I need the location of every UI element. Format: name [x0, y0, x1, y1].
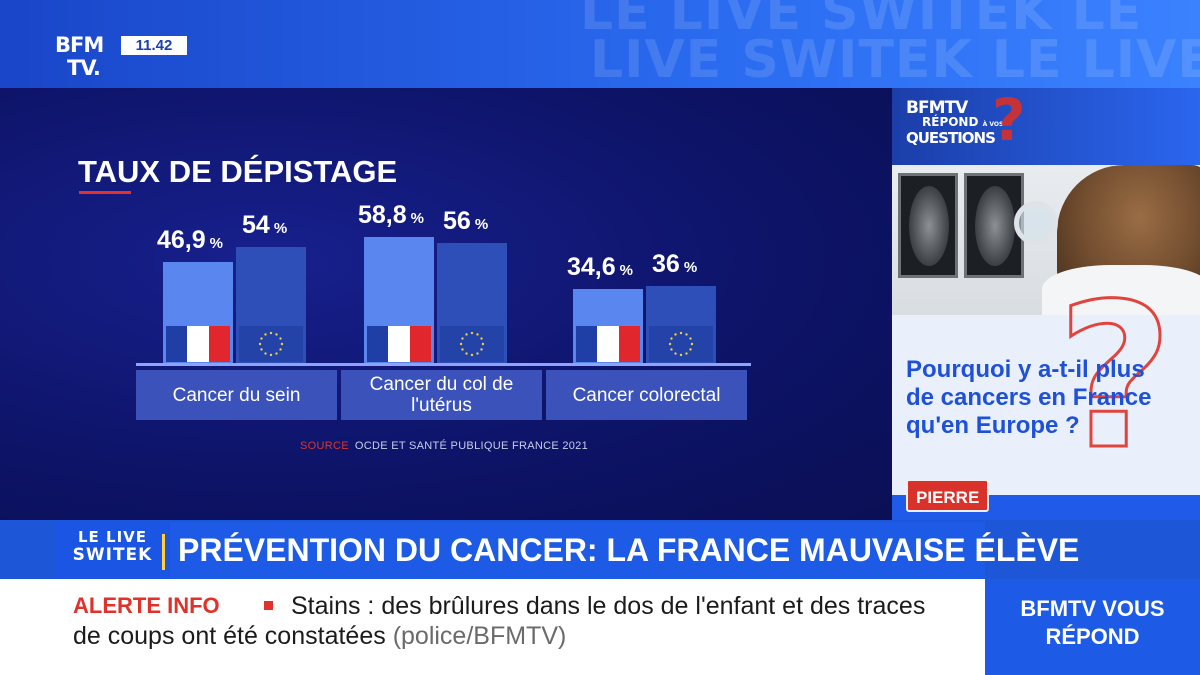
source-key: SOURCE: [300, 440, 349, 452]
question-box: [892, 315, 1200, 495]
watermark-line-1: LE LIVE SWITEK LE: [580, 0, 1143, 42]
value-label-col-uterus-france: 58,8%: [358, 201, 425, 229]
chart-title: TAUX DE DÉPISTAGE: [78, 154, 398, 189]
category-label-sein: Cancer du sein: [136, 370, 337, 420]
lab-coat: [1042, 265, 1200, 315]
france-flag-icon: [166, 326, 230, 362]
show-watermark: LE LIVE SWITEK LE LIVE SWITEK LE LIVE SW…: [580, 0, 1200, 90]
chart-baseline: [136, 363, 751, 366]
mammogram-image: [964, 173, 1024, 278]
big-question-mark-icon: ?: [1055, 261, 1174, 494]
news-ticker: Stains : des brûlures dans le dos de l'e…: [0, 579, 985, 675]
category-label-col-uterus: Cancer du col de l'utérus: [341, 370, 542, 420]
top-banner: LE LIVE SWITEK LE LIVE SWITEK LE LIVE SW…: [0, 0, 1200, 90]
show-tag: LE LIVE SWITEK: [55, 522, 170, 579]
category-label-colorectal: Cancer colorectal: [546, 370, 747, 420]
repond-logo-word: RÉPOND: [922, 115, 979, 129]
alert-message: Stains : des brûlures dans le dos de l'e…: [73, 592, 926, 650]
magnifier-icon: [1014, 201, 1058, 245]
title-underline: [79, 191, 131, 194]
logo-line-1: BFM: [55, 33, 104, 57]
question-mark-icon: ?: [992, 86, 1026, 154]
value-label-col-uterus-eu: 56%: [443, 207, 489, 235]
logo-line-2: TV.: [67, 56, 101, 80]
alert-text: Stains : des brûlures dans le dos de l'e…: [73, 591, 933, 651]
corner-line-2: RÉPOND: [1045, 624, 1140, 649]
headline: PRÉVENTION DU CANCER: LA FRANCE MAUVAISE…: [170, 522, 1079, 579]
repond-logo-line-3: QUESTIONS: [906, 129, 996, 147]
france-flag-icon: [576, 326, 640, 362]
clock: 11.42: [121, 36, 187, 55]
repond-logo-line-2: RÉPOND À VOS: [922, 116, 1003, 131]
eu-flag-icon: [440, 326, 504, 362]
doctor-photo: [892, 165, 1200, 315]
show-tag-line-2: SWITEK: [72, 545, 153, 565]
show-tag-line-1: LE LIVE: [77, 528, 148, 546]
corner-tag: BFMTV VOUS RÉPOND: [985, 579, 1200, 675]
show-tag-separator: [162, 534, 165, 570]
side-panel-header: BFMTV RÉPOND À VOS QUESTIONS ?: [892, 88, 1200, 165]
asker-name-badge: PIERRE: [906, 479, 990, 512]
france-flag-icon: [367, 326, 431, 362]
bfmtv-repond-logo: BFMTV RÉPOND À VOS QUESTIONS: [906, 100, 1003, 146]
value-label-sein-france: 46,9%: [157, 226, 224, 254]
value-label-sein-eu: 54%: [242, 211, 288, 239]
eu-flag-icon: [649, 326, 713, 362]
viewer-question: Pourquoi y a-t-il plus de cancers en Fra…: [906, 356, 1152, 439]
chart-source: SOURCE OCDE ET SANTÉ PUBLIQUE FRANCE 2021: [300, 440, 588, 452]
repond-logo-small: À VOS: [982, 121, 1004, 128]
value-label-colorectal-eu: 36%: [652, 250, 698, 278]
alert-label: ALERTE INFO: [73, 593, 220, 618]
alert-source: (police/BFMTV): [392, 622, 567, 650]
eu-flag-icon: [239, 326, 303, 362]
bfmtv-logo: BFM TV.: [55, 34, 125, 84]
repond-logo-line-1: BFMTV: [906, 98, 968, 118]
side-panel: BFMTV RÉPOND À VOS QUESTIONS ? ? Pourquo…: [892, 88, 1200, 520]
corner-line-1: BFMTV VOUS: [1020, 596, 1165, 621]
chart-panel: TAUX DE DÉPISTAGE 46,9% 54% 58,8% 56% 34,6% 3…: [0, 88, 892, 520]
alert-dot-icon: [264, 601, 273, 610]
watermark-line-2: LIVE SWITEK LE LIVE SWIT: [590, 30, 1200, 90]
value-label-colorectal-france: 34,6%: [567, 253, 634, 281]
mammogram-image: [898, 173, 958, 278]
source-text: OCDE ET SANTÉ PUBLIQUE FRANCE 2021: [354, 440, 588, 452]
